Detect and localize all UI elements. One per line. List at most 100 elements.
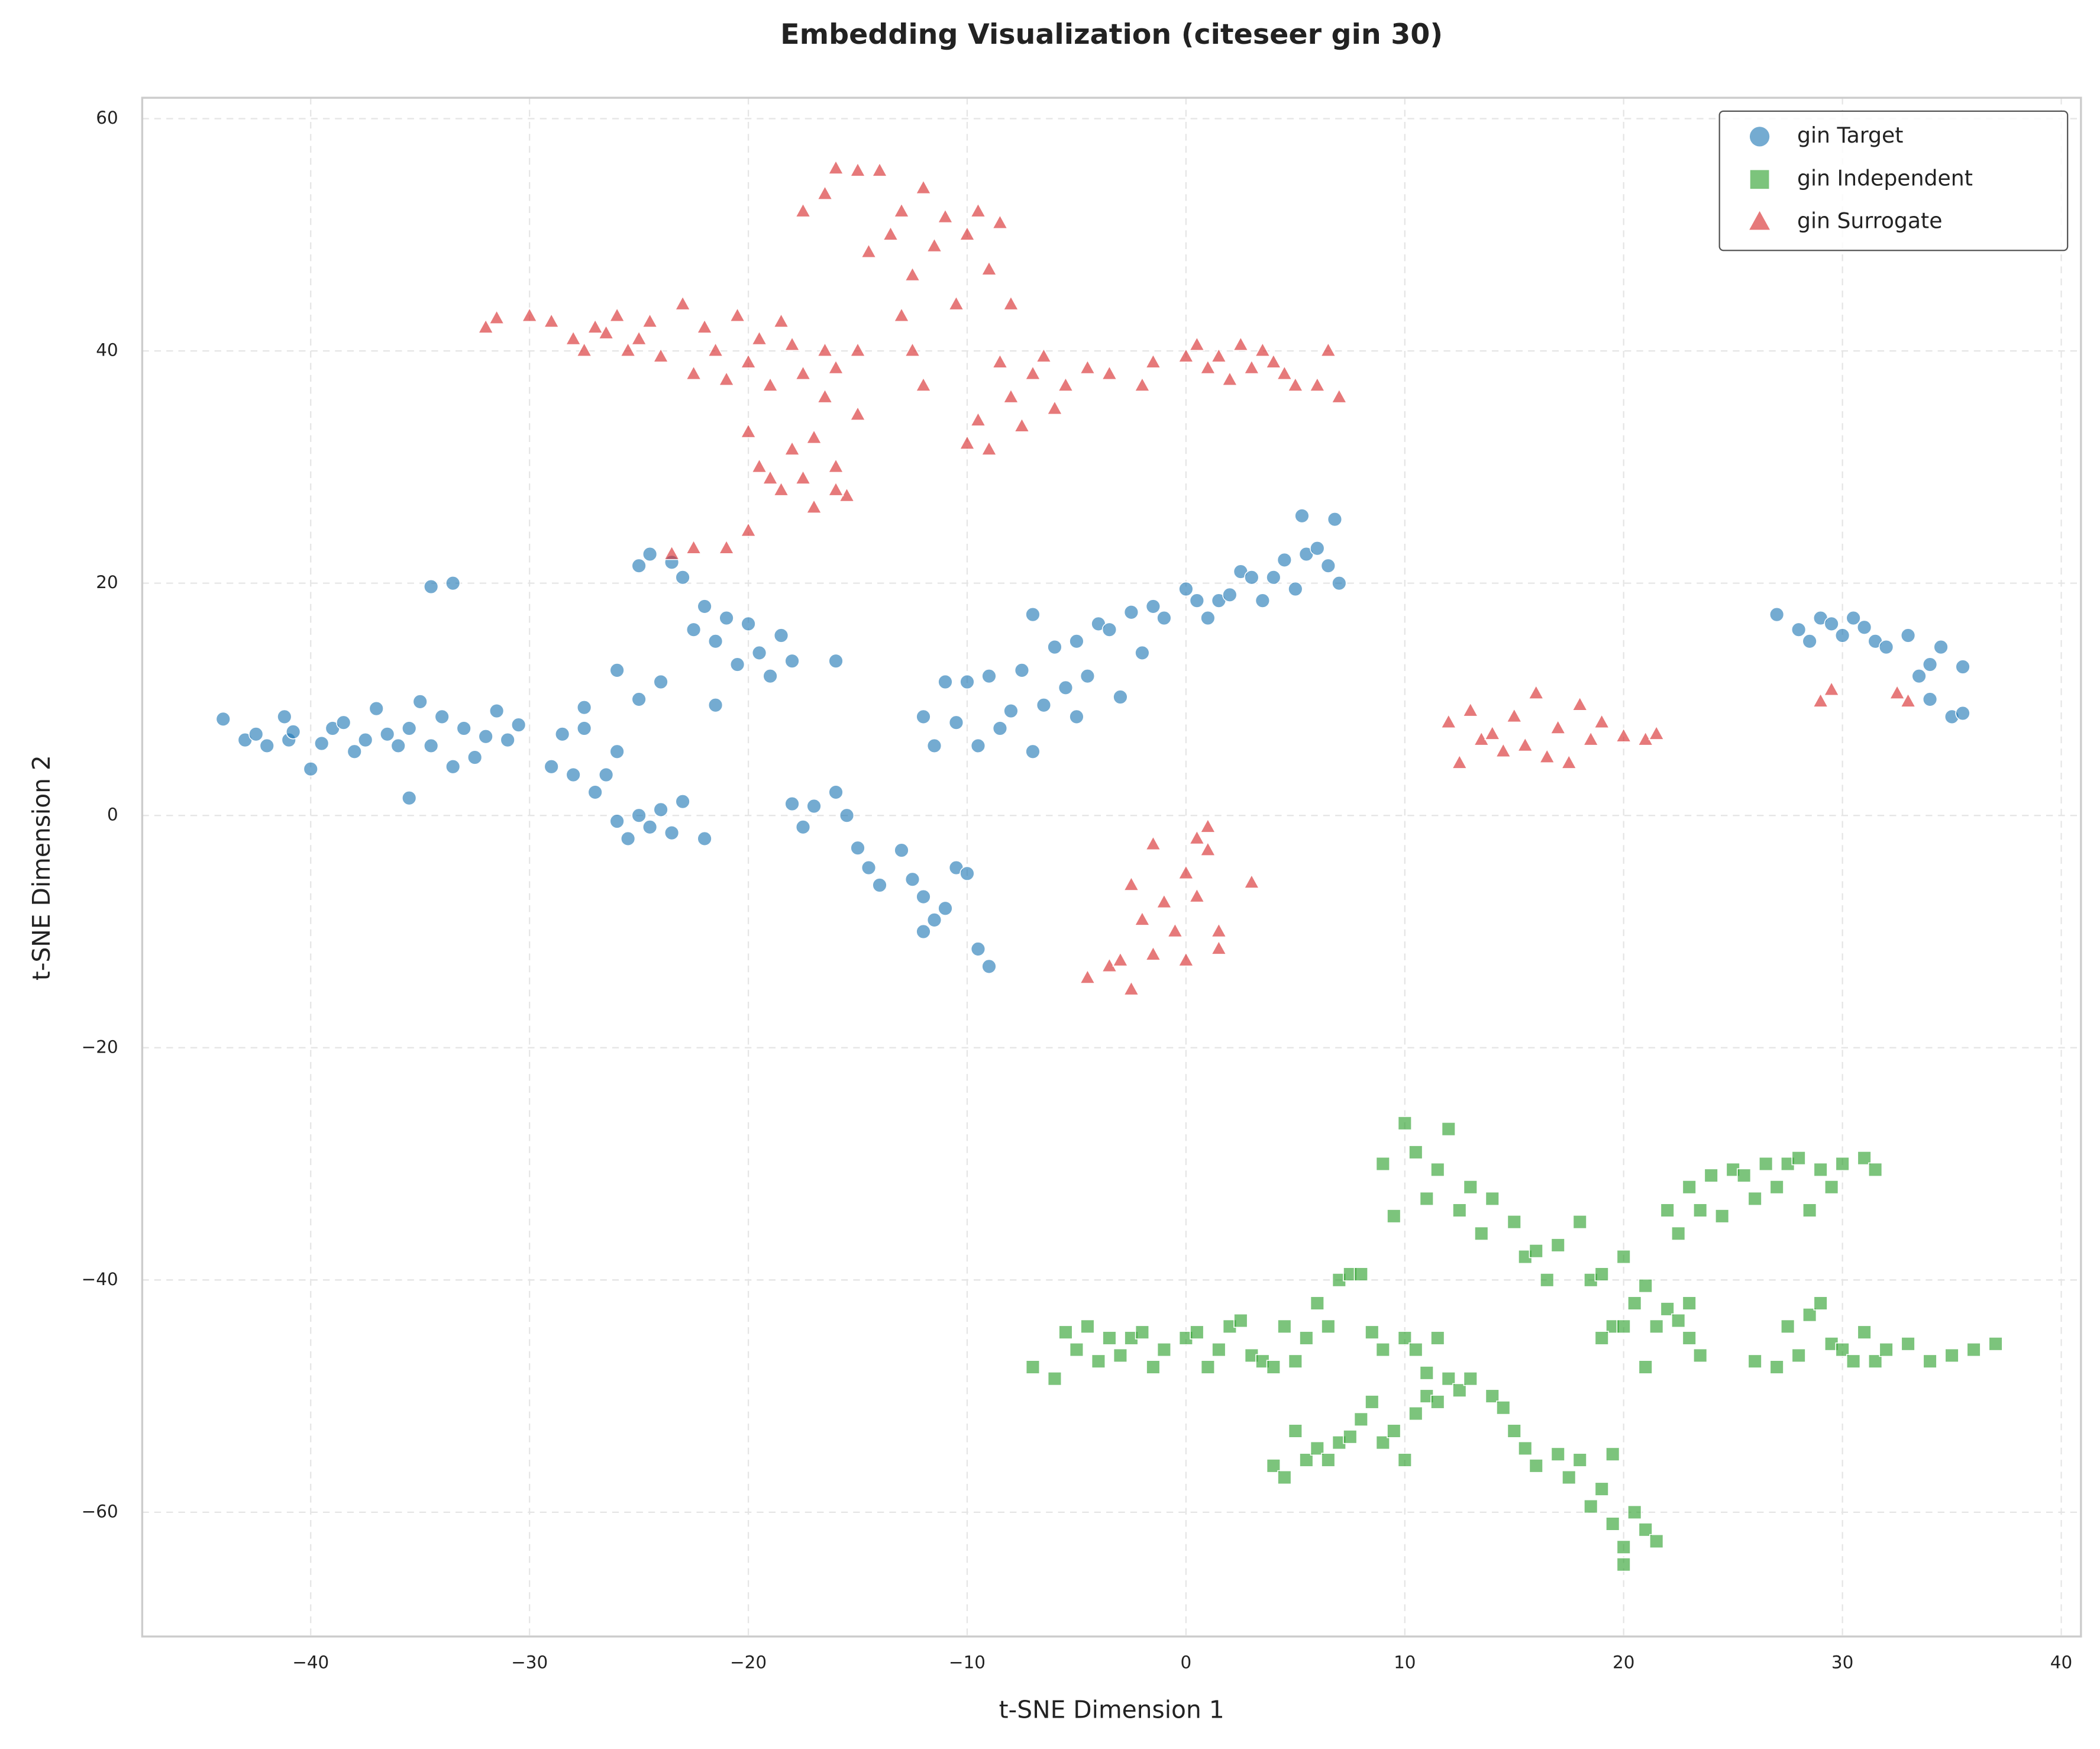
point: [893, 202, 910, 218]
point: [1441, 1372, 1456, 1386]
point: [1813, 1296, 1828, 1311]
point: [937, 208, 954, 224]
point: [1693, 1203, 1708, 1218]
point: [1901, 1337, 1915, 1351]
point: [1057, 376, 1074, 392]
y-tick-label: 0: [107, 805, 118, 825]
point: [1299, 1453, 1314, 1467]
point: [1375, 1342, 1390, 1357]
point: [631, 558, 647, 573]
point: [1035, 347, 1052, 363]
point: [1627, 1296, 1642, 1311]
point: [1484, 725, 1501, 740]
point: [609, 663, 625, 678]
point: [347, 744, 362, 759]
point: [248, 727, 264, 742]
point: [488, 309, 505, 324]
point: [904, 872, 920, 887]
point: [1966, 1342, 1981, 1357]
point: [1769, 1360, 1784, 1374]
x-tick-label: −40: [292, 1653, 329, 1673]
point: [1190, 1325, 1204, 1340]
point: [664, 825, 680, 841]
point: [609, 744, 625, 759]
point: [718, 539, 735, 554]
point: [849, 162, 866, 177]
point: [784, 653, 800, 669]
point: [1014, 663, 1030, 678]
point: [828, 159, 844, 175]
point: [1025, 744, 1041, 759]
point: [663, 545, 680, 560]
point: [1025, 606, 1041, 622]
point: [1638, 1279, 1653, 1293]
point: [1365, 1395, 1379, 1409]
point: [1857, 1325, 1872, 1340]
point: [1145, 835, 1162, 851]
point: [456, 721, 471, 736]
point: [489, 703, 505, 719]
point: [1868, 1354, 1883, 1369]
point: [1813, 1162, 1828, 1177]
point: [1353, 1412, 1368, 1427]
point: [1878, 639, 1894, 655]
x-axis-label: t-SNE Dimension 1: [999, 1696, 1225, 1724]
point: [981, 959, 997, 974]
point: [587, 318, 603, 334]
point: [619, 341, 637, 357]
point: [1899, 692, 1917, 708]
point: [1408, 1342, 1423, 1357]
point: [1616, 1249, 1631, 1264]
point: [970, 411, 987, 427]
point: [1210, 347, 1227, 363]
point: [1593, 713, 1610, 729]
point: [1200, 610, 1216, 626]
point: [1200, 1360, 1215, 1374]
point: [1188, 830, 1206, 845]
point: [1200, 818, 1216, 833]
point: [718, 370, 735, 386]
point: [938, 901, 953, 916]
point: [696, 318, 713, 334]
point: [981, 669, 997, 684]
point: [1419, 1191, 1434, 1206]
point: [1113, 1348, 1128, 1363]
point: [762, 469, 778, 485]
x-tick-label: 40: [2050, 1653, 2072, 1673]
point: [751, 330, 768, 346]
point: [1266, 1360, 1281, 1374]
point: [1452, 1203, 1467, 1218]
point: [1671, 1226, 1686, 1241]
point: [1080, 1319, 1095, 1334]
point: [916, 924, 931, 940]
point: [970, 738, 986, 754]
point: [1616, 1540, 1631, 1554]
point: [1135, 1325, 1150, 1340]
point: [729, 307, 746, 322]
point: [1572, 1215, 1587, 1230]
point: [1003, 295, 1019, 311]
point: [1387, 1209, 1401, 1224]
point: [1517, 737, 1534, 752]
point: [1527, 684, 1545, 699]
point: [1277, 1470, 1292, 1485]
point: [1134, 376, 1151, 392]
point: [445, 759, 461, 775]
point: [1571, 696, 1588, 711]
point: [1310, 1441, 1324, 1456]
point: [642, 546, 658, 562]
point: [1823, 681, 1840, 696]
point: [763, 669, 778, 684]
point: [1210, 940, 1227, 955]
point: [1451, 754, 1468, 769]
x-tick-label: −20: [730, 1653, 767, 1673]
point: [1145, 946, 1162, 961]
legend-marker: [1750, 170, 1769, 189]
point: [1911, 669, 1927, 684]
point: [1255, 593, 1271, 608]
point: [1091, 1354, 1106, 1369]
y-tick-label: −20: [82, 1037, 118, 1057]
point: [1715, 1209, 1730, 1224]
point: [1463, 1372, 1478, 1386]
point: [1430, 1162, 1445, 1177]
